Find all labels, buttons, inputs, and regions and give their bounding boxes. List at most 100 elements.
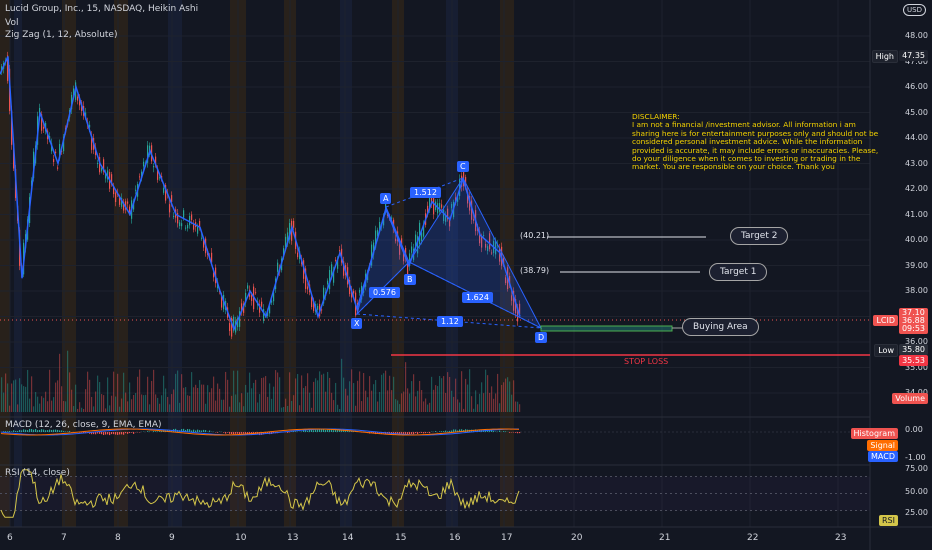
volume-bar	[37, 396, 39, 412]
candle-body	[11, 110, 13, 145]
low-value: 35.80	[899, 344, 928, 355]
candle-body	[89, 124, 91, 128]
macd-histogram-bar	[25, 429, 27, 432]
volume-bar	[131, 399, 133, 412]
volume-bar	[109, 405, 111, 412]
volume-bar	[217, 383, 219, 412]
macd-histogram-bar	[67, 431, 69, 432]
macd-histogram-bar	[111, 432, 113, 435]
candle-body	[255, 292, 257, 294]
candle-body	[403, 251, 405, 262]
candle-body	[133, 201, 135, 210]
time-tick: 15	[395, 533, 407, 543]
macd-histogram-bar	[45, 430, 47, 432]
volume-bar	[345, 388, 347, 412]
candle-body	[419, 222, 421, 245]
candle-body	[101, 168, 103, 172]
macd-histogram-bar	[405, 432, 407, 434]
macd-histogram-bar	[337, 430, 339, 432]
macd-histogram-bar	[199, 430, 201, 432]
volume-bar	[205, 403, 207, 412]
volume-bar	[95, 391, 97, 412]
macd-histogram-bar	[505, 431, 507, 432]
candle-body	[457, 197, 459, 202]
volume-bar	[501, 384, 503, 412]
candle-body	[391, 217, 393, 219]
target1-callout[interactable]: Target 1	[709, 263, 768, 281]
macd-histogram-bar	[421, 432, 423, 433]
volume-bar	[55, 382, 57, 412]
candle-body	[169, 204, 171, 213]
candle-body	[373, 242, 375, 255]
macd-histogram-bar	[333, 430, 335, 432]
pattern-point-x[interactable]: X	[351, 318, 363, 329]
pattern-point-b[interactable]: B	[404, 274, 416, 285]
volume-bar	[357, 380, 359, 412]
pattern-point-d[interactable]: D	[535, 332, 548, 343]
macd-histogram-bar	[117, 432, 119, 435]
macd-histogram-bar	[43, 429, 45, 432]
candle-body	[427, 205, 429, 213]
pattern-triangle-bcd[interactable]	[408, 177, 543, 330]
time-tick: 6	[7, 533, 13, 543]
target2-callout[interactable]: Target 2	[730, 227, 789, 245]
volume-bar	[267, 396, 269, 412]
volume-bar	[223, 399, 225, 412]
symbol-title[interactable]: Lucid Group, Inc., 15, NASDAQ, Heikin As…	[5, 4, 199, 14]
bar-countdown: 09:53	[901, 324, 925, 333]
volume-bar	[139, 369, 141, 412]
volume-bar	[293, 395, 295, 412]
macd-histogram-bar	[443, 431, 445, 432]
zigzag-indicator	[0, 56, 521, 332]
macd-histogram-bar	[217, 432, 219, 433]
last-price-value: 37.10	[901, 308, 925, 317]
pattern-point-c[interactable]: C	[457, 161, 469, 172]
volume-bar	[269, 383, 271, 412]
candle-body	[147, 145, 149, 163]
volume-bar	[125, 392, 127, 412]
volume-bar	[241, 393, 243, 412]
volume-bar	[381, 374, 383, 412]
volume-bar	[503, 382, 505, 412]
macd-histogram-bar	[309, 429, 311, 432]
currency-button[interactable]: USD	[903, 4, 926, 16]
candle-body	[337, 259, 339, 269]
pattern-point-a[interactable]: A	[380, 193, 392, 204]
volume-bar	[191, 372, 193, 412]
volume-bar	[489, 392, 491, 412]
buying-area-callout[interactable]: Buying Area	[682, 318, 759, 336]
volume-bar	[85, 389, 87, 412]
time-tick: 13	[287, 533, 299, 543]
candle-body	[423, 224, 425, 237]
candle-body	[159, 177, 161, 179]
candle-body	[449, 220, 451, 227]
macd-legend[interactable]: MACD (12, 26, close, 9, EMA, EMA)	[5, 420, 162, 430]
rsi-legend[interactable]: RSI (14, close)	[5, 468, 70, 478]
macd-tick-1: -1.00	[905, 453, 926, 462]
volume-bar	[47, 401, 49, 412]
macd-histogram-bar	[17, 430, 19, 432]
zigzag-legend[interactable]: Zig Zag (1, 12, Absolute)	[5, 30, 118, 40]
candle-body	[233, 316, 235, 331]
volume-bar	[349, 381, 351, 412]
volume-legend[interactable]: Vol	[5, 18, 19, 28]
volume-bar	[331, 392, 333, 412]
buying-area-box[interactable]	[540, 325, 673, 332]
macd-histogram-bar	[325, 429, 327, 432]
volume-bar	[231, 395, 233, 412]
candle-body	[359, 289, 361, 293]
macd-histogram-bar	[411, 432, 413, 434]
macd-histogram-bar	[373, 432, 375, 434]
volume-bar	[297, 374, 299, 412]
price-tick: 41.00	[905, 209, 928, 219]
candle-body	[415, 234, 417, 250]
macd-histogram-bar	[193, 429, 195, 432]
macd-histogram-bar	[147, 431, 149, 432]
macd-histogram-bar	[515, 432, 517, 433]
volume-bar	[45, 391, 47, 412]
volume-bar	[253, 382, 255, 412]
candle-body	[115, 192, 117, 203]
volume-bar	[339, 408, 341, 412]
candle-body	[271, 300, 273, 303]
